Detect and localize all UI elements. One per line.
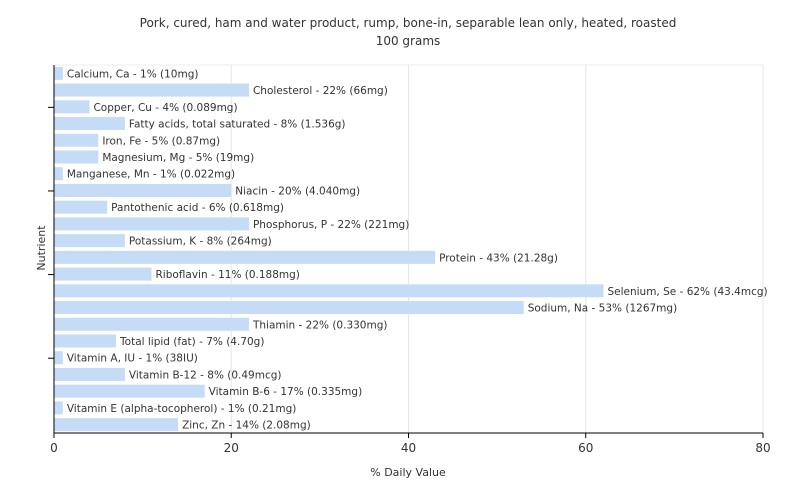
- bar-label: Thiamin - 22% (0.330mg): [252, 319, 388, 331]
- bar-label: Fatty acids, total saturated - 8% (1.536…: [129, 119, 346, 131]
- bar-label: Pantothenic acid - 6% (0.618mg): [111, 202, 284, 214]
- x-axis-title: % Daily Value: [370, 466, 446, 479]
- bar-label: Potassium, K - 8% (264mg): [129, 236, 272, 248]
- bar-label: Calcium, Ca - 1% (10mg): [67, 68, 199, 80]
- bar: [54, 301, 524, 315]
- x-tick-label: 20: [224, 441, 239, 455]
- bar: [54, 66, 63, 80]
- bar-label: Iron, Fe - 5% (0.87mg): [102, 135, 220, 147]
- bar-label: Magnesium, Mg - 5% (19mg): [102, 152, 254, 164]
- bar-label: Zinc, Zn - 14% (2.08mg): [182, 420, 311, 432]
- bar-label: Cholesterol - 22% (66mg): [253, 85, 388, 97]
- bar-label: Total lipid (fat) - 7% (4.70g): [119, 336, 264, 348]
- bar: [54, 317, 249, 331]
- bar: [54, 217, 249, 231]
- bar-label: Copper, Cu - 4% (0.089mg): [93, 102, 237, 114]
- bar: [54, 183, 232, 197]
- bar: [54, 133, 99, 147]
- x-tick-label: 80: [755, 441, 770, 455]
- bar-label: Phosphorus, P - 22% (221mg): [253, 219, 409, 231]
- bar: [54, 167, 63, 181]
- bar: [54, 234, 125, 248]
- bar-label: Sodium, Na - 53% (1267mg): [528, 303, 677, 315]
- bar: [54, 384, 205, 398]
- bar-label: Manganese, Mn - 1% (0.022mg): [67, 169, 235, 181]
- x-tick-label: 60: [578, 441, 593, 455]
- bar-label: Vitamin E (alpha-tocopherol) - 1% (0.21m…: [67, 403, 296, 415]
- bar: [54, 100, 90, 114]
- bar: [54, 334, 117, 348]
- bar: [54, 267, 152, 281]
- chart-subtitle: 100 grams: [376, 34, 441, 48]
- bar: [54, 200, 108, 214]
- x-tick-label: 40: [401, 441, 416, 455]
- bar-label: Protein - 43% (21.28g): [439, 252, 558, 264]
- bar-label: Riboflavin - 11% (0.188mg): [155, 269, 299, 281]
- plot-area: Calcium, Ca - 1% (10mg) Cholesterol - 22%…: [48, 64, 771, 455]
- bar: [54, 117, 125, 131]
- bar: [54, 401, 63, 415]
- bar-label: Vitamin A, IU - 1% (38IU): [67, 353, 198, 365]
- chart-title: Pork, cured, ham and water product, rump…: [140, 16, 677, 30]
- bar: [54, 284, 604, 298]
- bar: [54, 351, 63, 365]
- y-axis-title: Nutrient: [35, 225, 48, 271]
- bar: [54, 418, 179, 432]
- bar: [54, 83, 249, 97]
- bar: [54, 250, 436, 264]
- bar-label: Vitamin B-12 - 8% (0.49mcg): [129, 369, 282, 381]
- bar-label: Vitamin B-6 - 17% (0.335mg): [209, 386, 363, 398]
- bar: [54, 367, 125, 381]
- x-tick-label: 0: [50, 441, 58, 455]
- bar-label: Niacin - 20% (4.040mg): [235, 185, 360, 197]
- bar: [54, 150, 99, 164]
- bar-label: Selenium, Se - 62% (43.4mcg): [607, 286, 767, 298]
